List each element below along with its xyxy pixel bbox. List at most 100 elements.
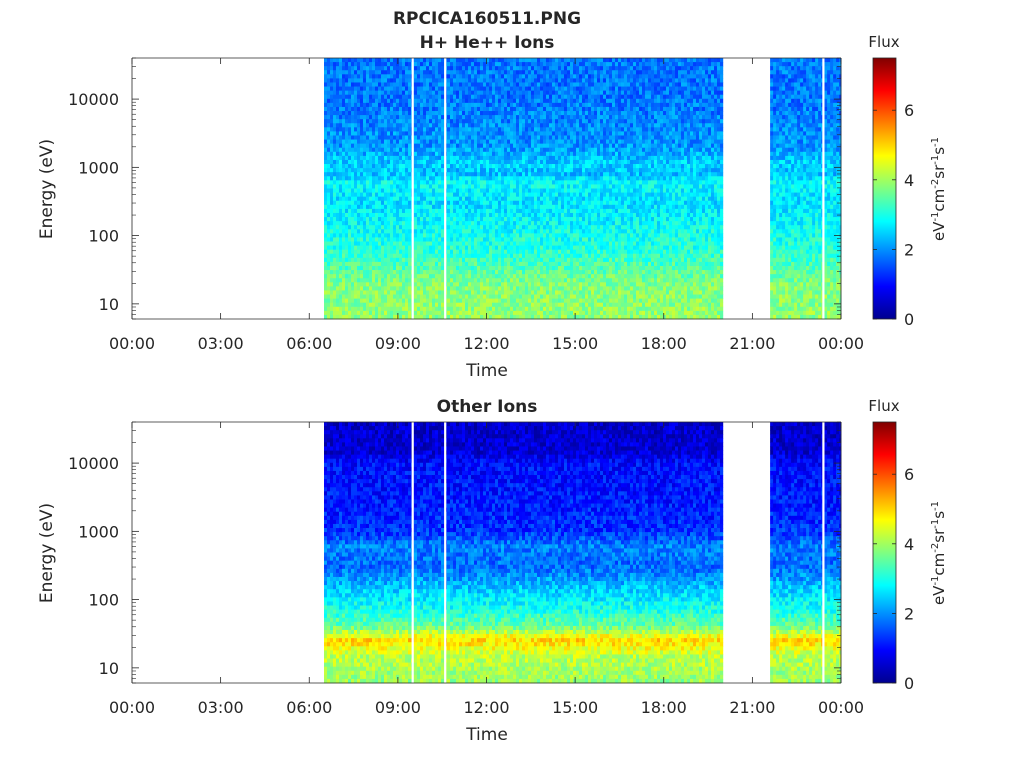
heatmap-cell: [378, 131, 382, 136]
heatmap-cell: [339, 78, 343, 83]
heatmap-cell: [492, 176, 496, 181]
heatmap-cell: [462, 147, 466, 153]
heatmap-cell: [450, 135, 454, 140]
heatmap-cell: [531, 164, 535, 169]
heatmap-cell: [495, 253, 499, 259]
heatmap-cell: [348, 314, 352, 320]
heatmap-cell: [324, 70, 328, 75]
heatmap-cell: [516, 302, 520, 308]
heatmap-cell: [537, 86, 541, 92]
heatmap-cell: [348, 164, 352, 169]
heatmap-cell: [495, 192, 499, 198]
heatmap-cell: [462, 180, 466, 185]
heatmap-cell: [360, 212, 364, 218]
heatmap-cell: [507, 90, 511, 96]
heatmap-cell: [351, 139, 355, 145]
heatmap-cell: [456, 229, 460, 234]
heatmap-cell: [489, 168, 493, 173]
heatmap-cell: [504, 261, 508, 267]
heatmap-cell: [378, 94, 382, 100]
heatmap-cell: [372, 208, 376, 214]
heatmap-cell: [510, 217, 514, 222]
heatmap-cell: [477, 66, 481, 71]
heatmap-cell: [498, 212, 502, 218]
heatmap-cell: [486, 172, 490, 177]
heatmap-cell: [384, 123, 388, 128]
heatmap-cell: [522, 131, 526, 136]
heatmap-cell: [372, 278, 376, 283]
heatmap-cell: [438, 127, 442, 132]
heatmap-cell: [390, 241, 394, 246]
heatmap-cell: [489, 200, 493, 206]
heatmap-cell: [540, 151, 544, 157]
heatmap-cell: [345, 98, 349, 104]
heatmap-cell: [507, 70, 511, 75]
heatmap-cell: [360, 131, 364, 136]
heatmap-cell: [495, 86, 499, 92]
heatmap-cell: [441, 208, 445, 214]
heatmap-cell: [348, 58, 352, 63]
heatmap-cell: [498, 135, 502, 140]
heatmap-cell: [468, 172, 472, 177]
heatmap-cell: [393, 115, 397, 120]
heatmap-cell: [330, 257, 334, 263]
heatmap-cell: [432, 278, 436, 283]
heatmap-cell: [528, 253, 532, 259]
heatmap-cell: [417, 66, 421, 71]
heatmap-cell: [396, 151, 400, 157]
heatmap-cell: [435, 257, 439, 263]
heatmap-cell: [552, 94, 556, 100]
heatmap-cell: [378, 66, 382, 71]
heatmap-cell: [486, 90, 490, 96]
heatmap-cell: [378, 241, 382, 246]
heatmap-cell: [354, 184, 358, 189]
heatmap-cell: [339, 286, 343, 291]
heatmap-cell: [360, 302, 364, 308]
heatmap-cell: [366, 94, 370, 100]
heatmap-cell: [387, 314, 391, 320]
heatmap-cell: [393, 282, 397, 287]
heatmap-cell: [528, 184, 532, 189]
heatmap-cell: [540, 270, 544, 275]
heatmap-cell: [414, 188, 418, 193]
heatmap-cell: [543, 188, 547, 193]
heatmap-cell: [396, 282, 400, 287]
heatmap-cell: [375, 159, 379, 165]
heatmap-cell: [405, 278, 409, 283]
heatmap-cell: [417, 135, 421, 140]
heatmap-cell: [384, 212, 388, 218]
heatmap-cell: [351, 86, 355, 92]
heatmap-cell: [456, 98, 460, 104]
heatmap-cell: [525, 314, 529, 320]
heatmap-cell: [495, 217, 499, 222]
heatmap-cell: [390, 302, 394, 308]
heatmap-cell: [522, 139, 526, 145]
heatmap-cell: [345, 314, 349, 320]
heatmap-cell: [336, 274, 340, 279]
heatmap-cell: [531, 241, 535, 246]
heatmap-cell: [420, 233, 424, 238]
heatmap-cell: [537, 229, 541, 234]
heatmap-cell: [528, 115, 532, 120]
heatmap-cell: [540, 159, 544, 165]
heatmap-cell: [501, 62, 505, 67]
heatmap-cell: [492, 257, 496, 263]
heatmap-cell: [354, 229, 358, 234]
heatmap-cell: [381, 135, 385, 140]
heatmap-cell: [531, 314, 535, 320]
heatmap-cell: [357, 265, 361, 271]
heatmap-cell: [483, 306, 487, 312]
heatmap-cell: [351, 241, 355, 246]
heatmap-cell: [399, 78, 403, 83]
heatmap-cell: [489, 233, 493, 238]
heatmap-cell: [462, 225, 466, 230]
heatmap-cell: [399, 180, 403, 185]
heatmap-cell: [336, 188, 340, 193]
heatmap-cell: [420, 66, 424, 71]
heatmap-cell: [357, 225, 361, 230]
heatmap-cell: [396, 302, 400, 308]
heatmap-cell: [426, 188, 430, 193]
heatmap-cell: [552, 208, 556, 214]
heatmap-cell: [393, 196, 397, 202]
heatmap-cell: [480, 168, 484, 173]
